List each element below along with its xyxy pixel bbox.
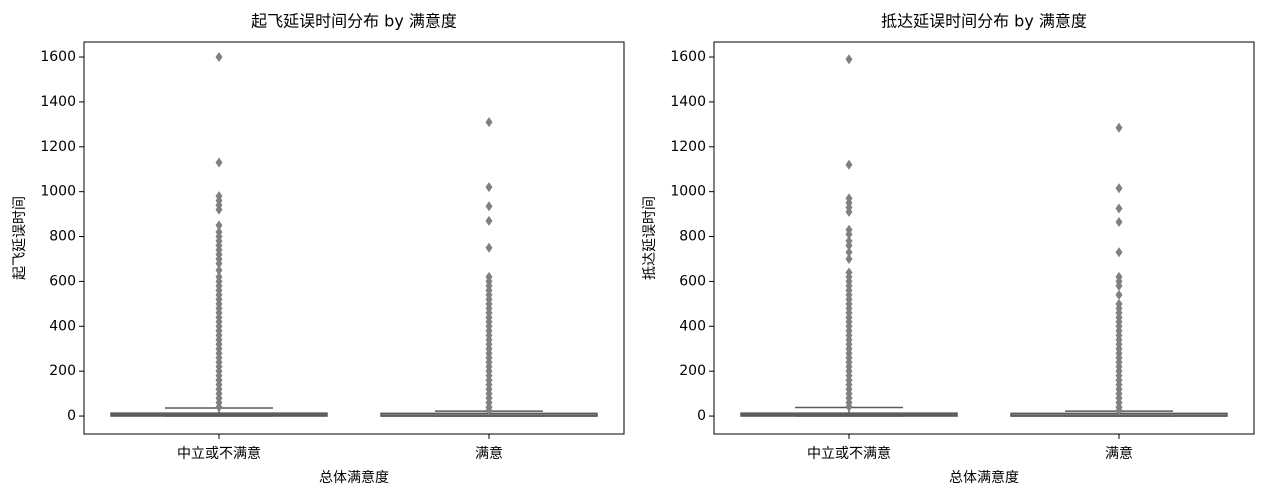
y-tick-label: 600 — [679, 273, 706, 289]
outlier — [215, 271, 223, 282]
y-tick-label: 0 — [67, 408, 76, 424]
y-tick-label: 1000 — [40, 184, 76, 200]
y-tick-label: 400 — [49, 318, 76, 334]
outlier — [845, 253, 853, 264]
x-tick-label: 满意 — [1105, 445, 1133, 462]
y-tick-label: 600 — [49, 273, 76, 289]
x-tick-label: 中立或不满意 — [807, 445, 891, 462]
outlier — [1115, 122, 1123, 133]
x-tick-label: 中立或不满意 — [177, 445, 261, 462]
outlier — [845, 159, 853, 170]
y-tick-label: 1200 — [40, 139, 76, 155]
y-tick-label: 1000 — [670, 184, 706, 200]
outlier — [1115, 271, 1123, 282]
chart-title: 抵达延误时间分布 by 满意度 — [881, 12, 1087, 31]
outlier — [845, 54, 853, 65]
outlier — [845, 224, 853, 235]
y-tick-label: 800 — [679, 229, 706, 245]
outlier — [1115, 247, 1123, 258]
y-tick-label: 200 — [49, 363, 76, 379]
outlier — [1115, 183, 1123, 194]
y-axis-label: 起飞延误时间 — [12, 196, 28, 280]
y-tick-label: 800 — [49, 229, 76, 245]
outlier — [845, 193, 853, 204]
outlier — [845, 247, 853, 258]
outlier — [1115, 298, 1123, 309]
x-axis-label: 总体满意度 — [949, 469, 1019, 486]
chart-title: 起飞延误时间分布 by 满意度 — [251, 12, 457, 31]
outlier — [485, 182, 493, 193]
x-tick-label: 满意 — [475, 445, 503, 462]
y-tick-label: 1600 — [40, 49, 76, 65]
outlier — [215, 157, 223, 168]
outlier — [215, 52, 223, 63]
outlier — [215, 265, 223, 276]
y-tick-label: 400 — [679, 318, 706, 334]
outlier — [485, 117, 493, 128]
outlier — [845, 267, 853, 278]
axes-frame — [83, 41, 625, 435]
y-tick-label: 1400 — [670, 94, 706, 110]
outlier — [215, 220, 223, 231]
axes-frame — [713, 41, 1255, 435]
outlier — [1115, 203, 1123, 214]
y-tick-label: 0 — [697, 408, 706, 424]
y-tick-label: 1600 — [670, 49, 706, 65]
y-axis-label: 抵达延误时间 — [642, 196, 658, 280]
outlier — [215, 227, 223, 238]
y-tick-label: 1200 — [670, 139, 706, 155]
outlier — [485, 215, 493, 226]
y-tick-label: 200 — [679, 363, 706, 379]
y-tick-label: 1400 — [40, 94, 76, 110]
outlier — [485, 242, 493, 253]
outlier — [485, 271, 493, 282]
x-axis-label: 总体满意度 — [319, 469, 389, 486]
outlier — [215, 191, 223, 202]
outlier — [845, 236, 853, 247]
outlier — [1115, 216, 1123, 227]
outlier — [1115, 289, 1123, 300]
outlier — [485, 201, 493, 212]
